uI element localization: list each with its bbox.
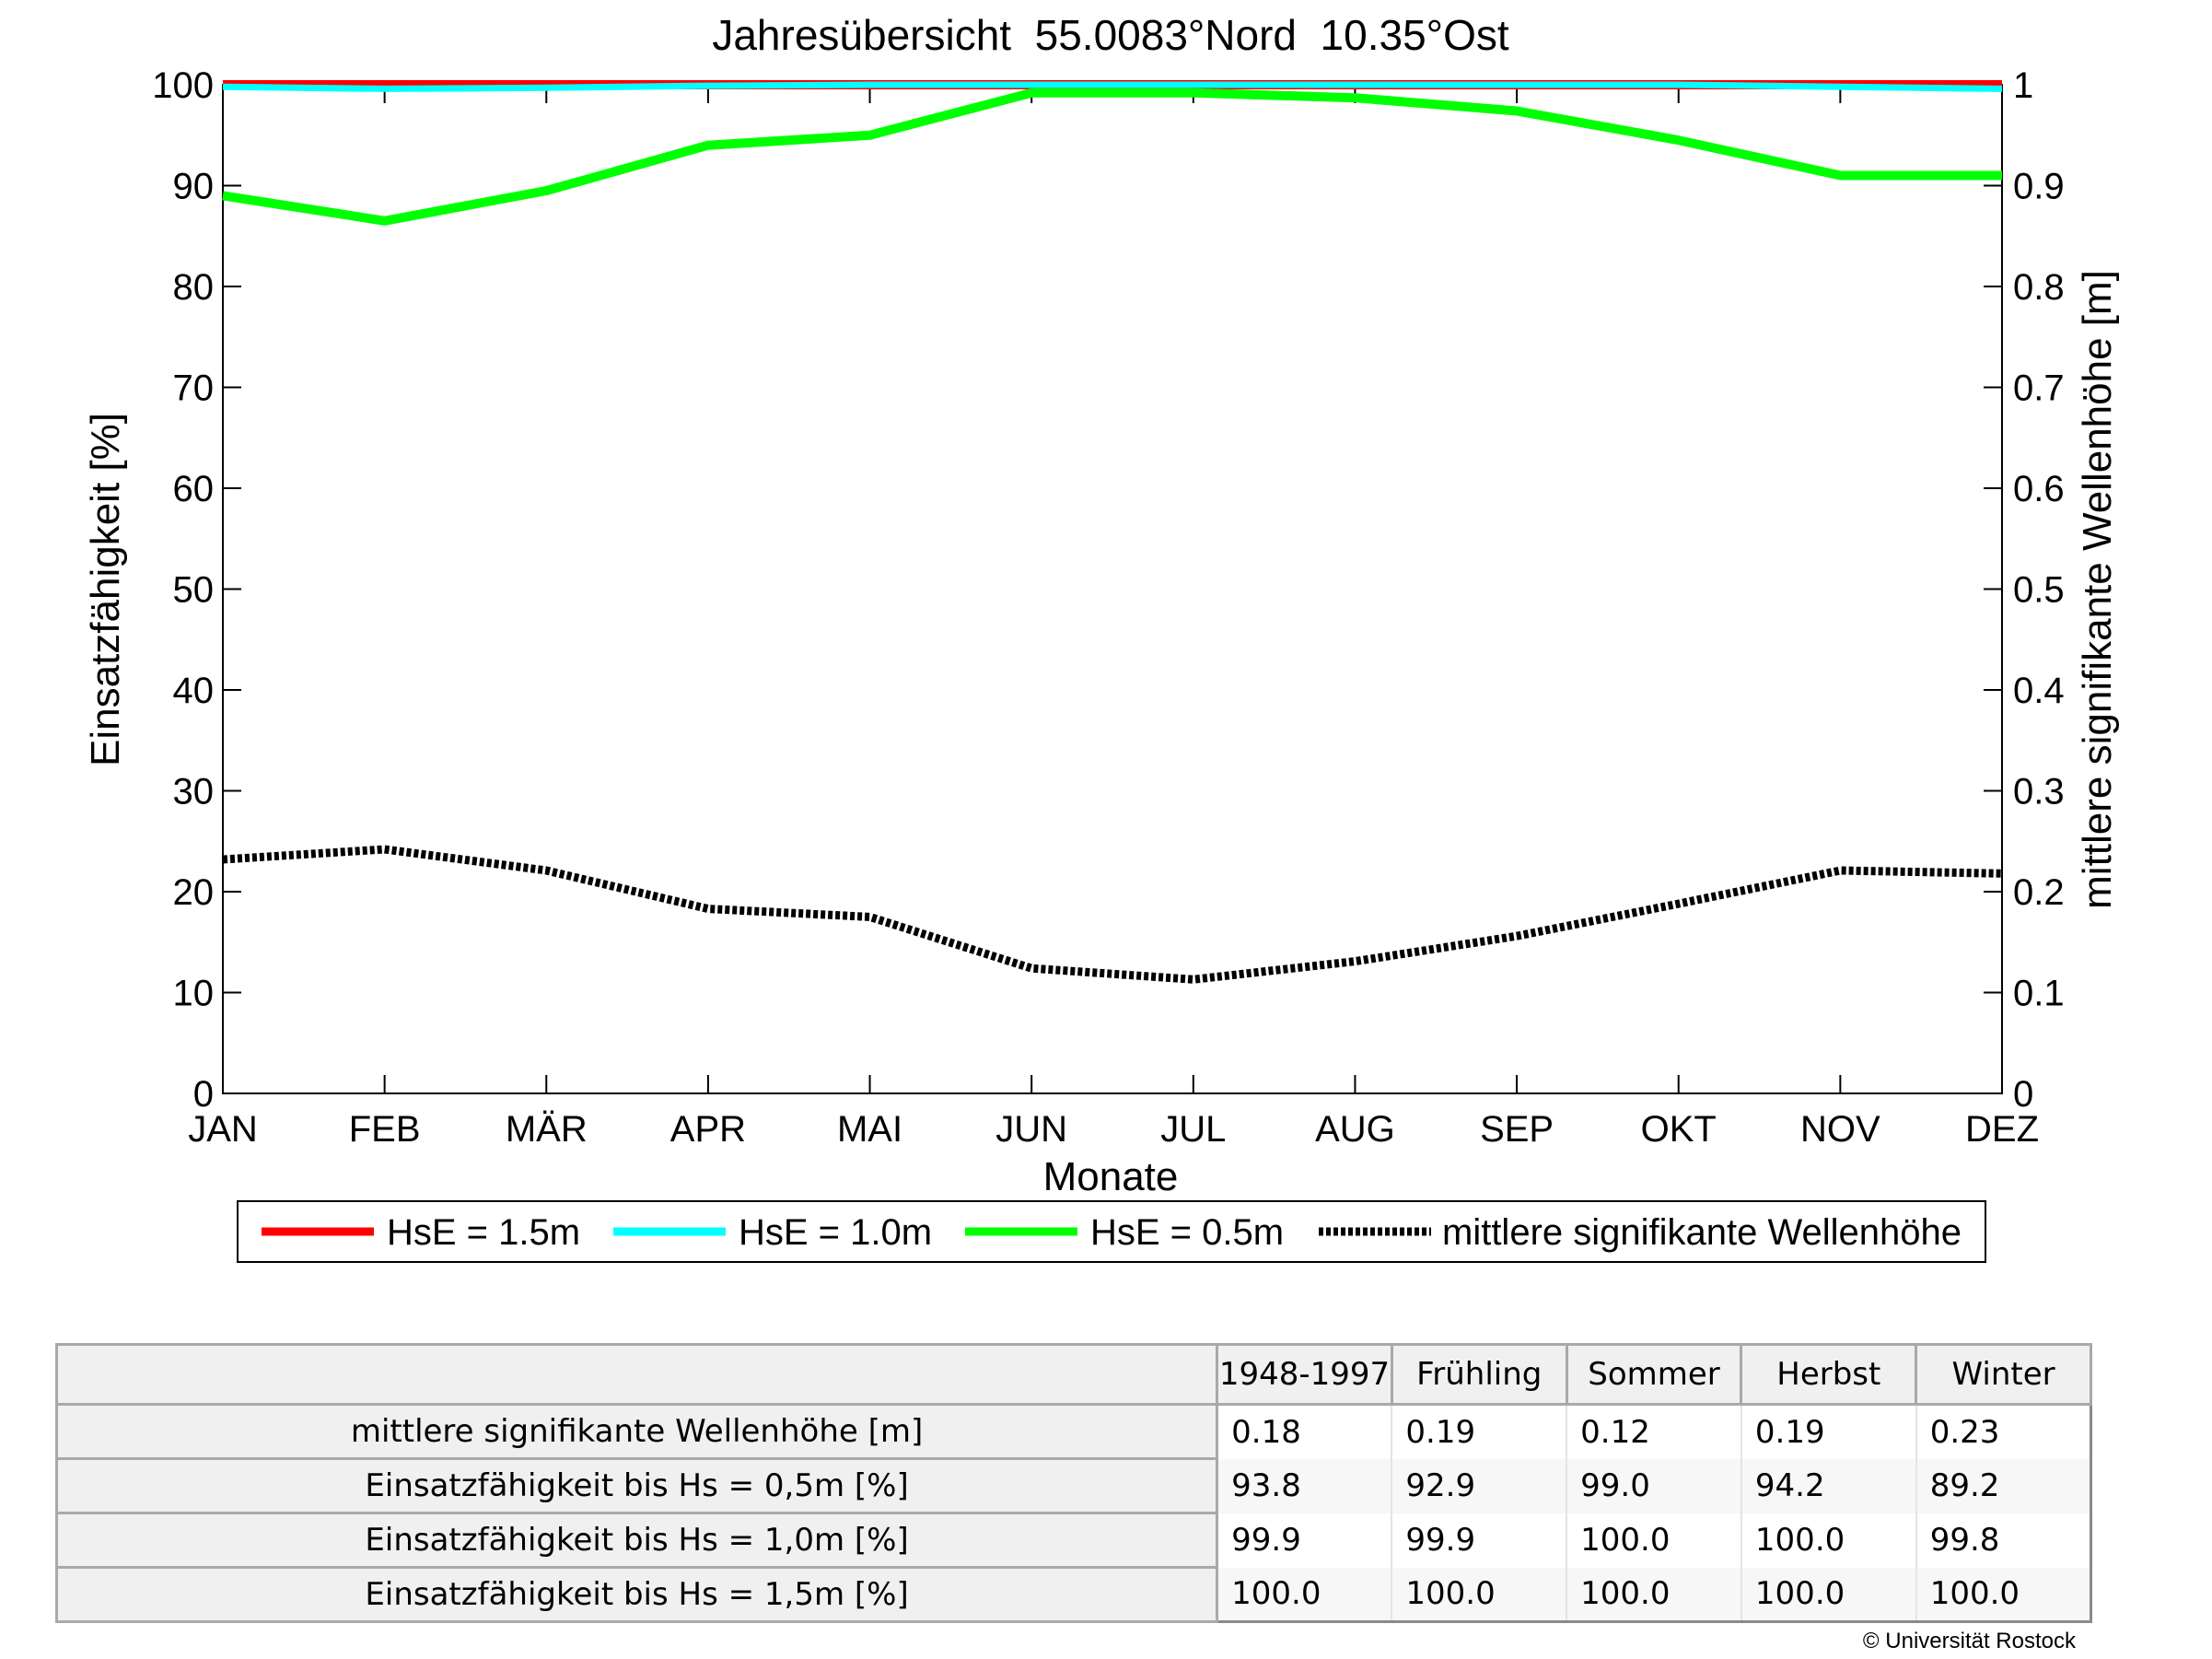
y-left-tick-label: 10 (173, 974, 215, 1014)
y-left-tick-label: 40 (173, 671, 215, 711)
legend-label-hse-0-5: HsE = 0.5m (1090, 1212, 1284, 1253)
y-left-tick-label: 0 (193, 1074, 214, 1115)
y-right-tick-label: 0.5 (2013, 570, 2065, 611)
x-tick-label: MAI (837, 1109, 902, 1150)
series-line-2 (222, 88, 2002, 226)
legend-label-hse-1-0: HsE = 1.0m (739, 1212, 932, 1253)
table-cell: 0.12 (1566, 1404, 1741, 1459)
column-header: Herbst (1740, 1343, 1918, 1406)
series-line-3 (222, 845, 2003, 984)
chart: Jahresübersicht 55.0083°Nord 10.35°Ost 0… (83, 11, 2120, 1263)
table-cell: 0.19 (1391, 1404, 1567, 1459)
y-right-tick-label: 0.2 (2013, 872, 2065, 913)
x-tick-label: FEB (349, 1109, 421, 1150)
y-right-tick-label: 0.9 (2013, 167, 2065, 207)
row-header: Einsatzfähigkeit bis Hs = 1,0m [%] (54, 1512, 1219, 1569)
table-cell: 92.9 (1391, 1458, 1567, 1513)
x-tick-label: JAN (188, 1109, 258, 1150)
column-header: 1948-1997 (1216, 1343, 1393, 1406)
plot-frame (222, 84, 2003, 1094)
y-right-tick-label: 0.1 (2013, 974, 2065, 1014)
statistics-table: 1948-1997 Frühling Sommer Herbst Winter … (54, 1343, 2092, 1623)
table-cell: 93.8 (1216, 1458, 1392, 1513)
table-cell: 99.9 (1391, 1513, 1567, 1568)
x-tick-label: DEZ (1965, 1109, 2039, 1150)
legend: HsE = 1.5m HsE = 1.0m HsE = 0.5m mittler… (237, 1200, 1986, 1263)
y-right-tick-label: 0.8 (2013, 267, 2065, 308)
x-tick-label: AUG (1315, 1109, 1395, 1150)
series-line-1 (222, 81, 2003, 92)
legend-label-hse-1-5: HsE = 1.5m (387, 1212, 580, 1253)
copyright-notice: © Universität Rostock (1862, 1629, 2076, 1653)
x-axis-label: Monate (1043, 1154, 1179, 1199)
y-right-tick-label: 1 (2013, 65, 2033, 106)
plot-area: 0 10 20 30 40 50 60 70 80 90 100 0 0.1 0.2 0.3 0.4 0.5 0.… (152, 65, 2064, 1150)
x-tick-label: JUN (995, 1109, 1067, 1150)
table-cell: 99.0 (1566, 1458, 1741, 1513)
x-tick-label: OKT (1641, 1109, 1717, 1150)
x-tick-label: MÄR (506, 1109, 588, 1150)
chart-title: Jahresübersicht 55.0083°Nord 10.35°Ost (712, 11, 1509, 59)
table-cell: 89.2 (1915, 1458, 2091, 1513)
table-cell: 0.23 (1915, 1404, 2091, 1459)
table-row: mittlere signifikante Wellenhöhe [m] 0.1… (54, 1403, 2091, 1460)
table-cell: 100.0 (1915, 1567, 2091, 1622)
y-left-tick-label: 50 (173, 570, 215, 611)
y-left-tick-label: 30 (173, 772, 215, 812)
table-cell: 100.0 (1740, 1567, 1916, 1622)
table-cell: 100.0 (1391, 1567, 1567, 1622)
column-header: Frühling (1390, 1343, 1568, 1406)
column-header: Winter (1915, 1343, 2092, 1406)
y-axis-left-label: Einsatzfähigkeit [%] (83, 413, 128, 766)
y-right-tick-label: 0 (2013, 1074, 2033, 1115)
x-tick-label: NOV (1800, 1109, 1880, 1150)
row-header: mittlere signifikante Wellenhöhe [m] (54, 1403, 1219, 1460)
y-left-tick-label: 20 (173, 872, 215, 913)
y-right-tick-label: 0.4 (2013, 671, 2065, 711)
table-cell: 100.0 (1216, 1567, 1392, 1622)
legend-label-wave-height: mittlere signifikante Wellenhöhe (1442, 1212, 1962, 1253)
y-left-tick-label: 60 (173, 469, 215, 509)
table-row: Einsatzfähigkeit bis Hs = 1,0m [%] 99.9 … (54, 1512, 2091, 1569)
table-cell: 100.0 (1566, 1513, 1741, 1568)
y-left-tick-label: 80 (173, 267, 215, 308)
y-left-tick-label: 70 (173, 368, 215, 409)
table-cell: 100.0 (1566, 1567, 1741, 1622)
row-header: Einsatzfähigkeit bis Hs = 0,5m [%] (54, 1457, 1219, 1514)
row-header: Einsatzfähigkeit bis Hs = 1,5m [%] (54, 1566, 1219, 1623)
y-left-tick-label: 90 (173, 167, 215, 207)
x-tick-label: SEP (1480, 1109, 1554, 1150)
y-right-tick-label: 0.3 (2013, 772, 2065, 812)
table-cell: 94.2 (1740, 1458, 1916, 1513)
table-row: Einsatzfähigkeit bis Hs = 0,5m [%] 93.8 … (54, 1457, 2091, 1514)
table-cell: 0.18 (1216, 1404, 1392, 1459)
table-cell: 100.0 (1740, 1513, 1916, 1568)
x-tick-label: APR (670, 1109, 746, 1150)
x-tick-label: JUL (1160, 1109, 1226, 1150)
table-row: Einsatzfähigkeit bis Hs = 1,5m [%] 100.0… (54, 1566, 2091, 1623)
table-corner (54, 1343, 1219, 1406)
table-header-row: 1948-1997 Frühling Sommer Herbst Winter (54, 1343, 2092, 1406)
column-header: Sommer (1565, 1343, 1743, 1406)
table-cell: 99.8 (1915, 1513, 2091, 1568)
y-right-tick-label: 0.6 (2013, 469, 2065, 509)
table-cell: 0.19 (1740, 1404, 1916, 1459)
y-left-tick-label: 100 (152, 65, 214, 106)
table-cell: 99.9 (1216, 1513, 1392, 1568)
y-right-tick-label: 0.7 (2013, 368, 2065, 409)
y-axis-right-label: mittlere signifikante Wellenhöhe [m] (2075, 270, 2120, 909)
